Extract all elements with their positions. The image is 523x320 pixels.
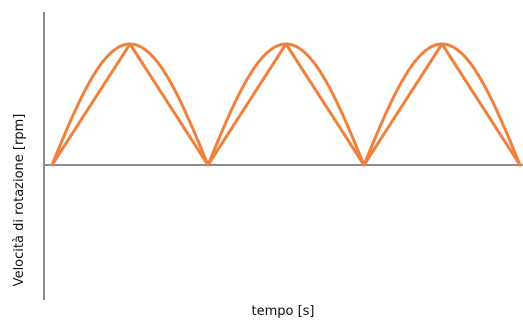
- series-line-triangle: [50, 42, 522, 167]
- series-line-sine: [50, 42, 522, 167]
- series-layer: [50, 42, 522, 167]
- x-axis-label: tempo [s]: [251, 304, 314, 319]
- y-axis-label: Velocità di rotazione [rpm]: [12, 114, 27, 287]
